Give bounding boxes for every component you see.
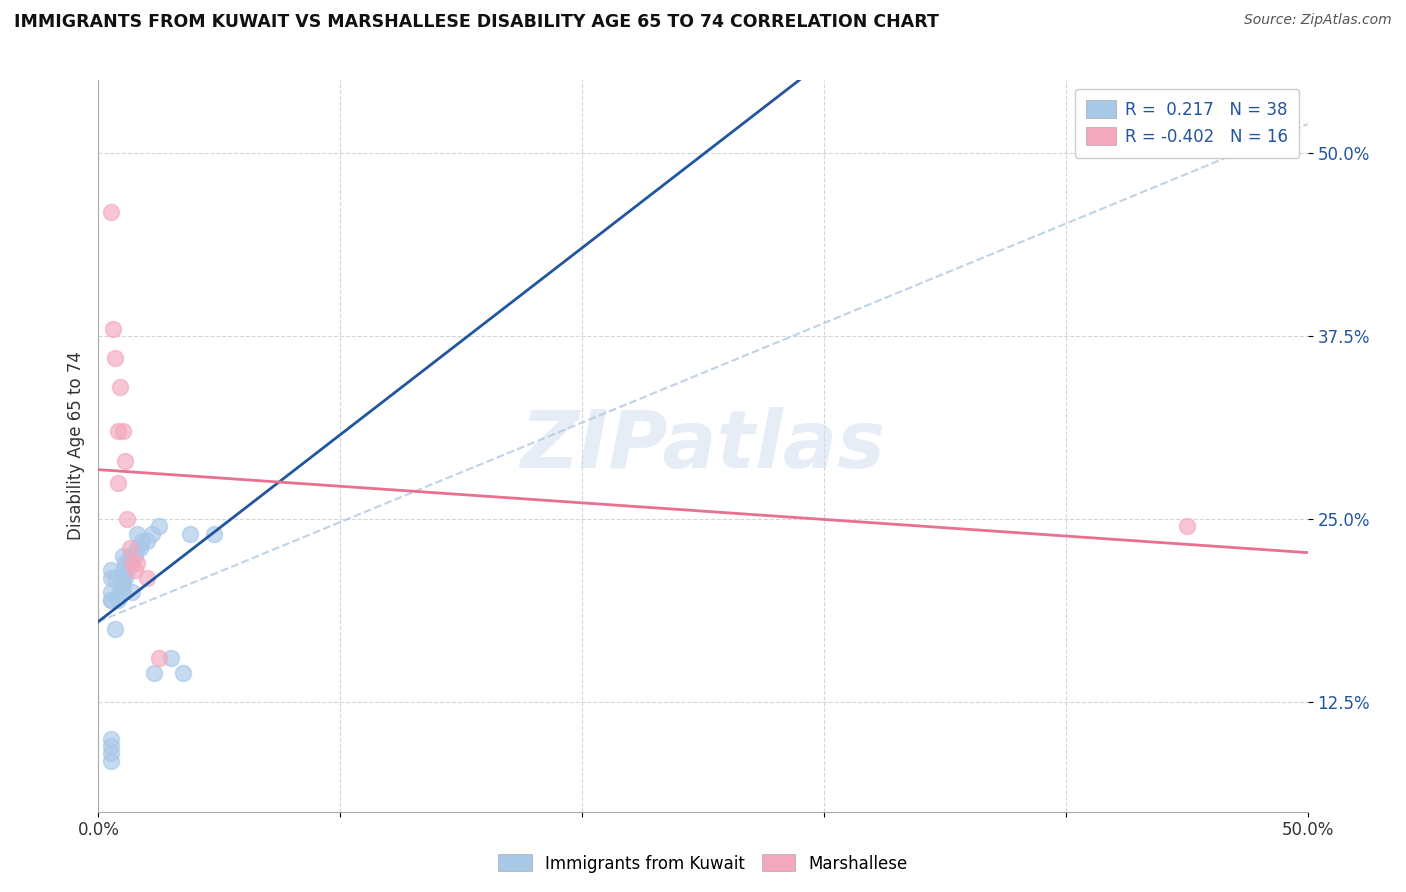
Point <box>100 739 122 753</box>
Point <box>117 512 139 526</box>
Point <box>118 541 141 556</box>
Point <box>124 563 146 577</box>
Point <box>111 425 134 439</box>
Point <box>107 425 129 439</box>
Point <box>124 549 146 563</box>
Point <box>107 475 129 490</box>
Point <box>111 563 134 577</box>
Legend: R =  0.217   N = 38, R = -0.402   N = 16: R = 0.217 N = 38, R = -0.402 N = 16 <box>1074 88 1299 158</box>
Point <box>127 541 149 556</box>
Point <box>179 526 201 541</box>
Point <box>107 592 129 607</box>
Point <box>101 322 124 336</box>
Point <box>111 571 134 585</box>
Y-axis label: Disability Age 65 to 74: Disability Age 65 to 74 <box>66 351 84 541</box>
Point <box>108 380 131 394</box>
Legend: Immigrants from Kuwait, Marshallese: Immigrants from Kuwait, Marshallese <box>492 847 914 880</box>
Point <box>104 622 127 636</box>
Point <box>104 571 127 585</box>
Point <box>114 571 136 585</box>
Point <box>172 665 194 680</box>
Text: Source: ZipAtlas.com: Source: ZipAtlas.com <box>1244 13 1392 28</box>
Point <box>108 578 131 592</box>
Point <box>160 651 183 665</box>
Point <box>121 585 143 599</box>
Point <box>100 746 122 760</box>
Point <box>111 578 134 592</box>
Point <box>204 526 226 541</box>
Point <box>118 556 141 570</box>
Point <box>135 534 157 549</box>
Point <box>104 351 127 366</box>
Point <box>148 651 170 665</box>
Point <box>114 453 136 467</box>
Text: ZIPatlas: ZIPatlas <box>520 407 886 485</box>
Point <box>143 665 166 680</box>
Point <box>100 731 122 746</box>
Point <box>135 571 157 585</box>
Point <box>118 549 141 563</box>
Point <box>121 556 143 570</box>
Point <box>141 526 163 541</box>
Point <box>148 519 170 533</box>
Point <box>117 563 139 577</box>
Text: IMMIGRANTS FROM KUWAIT VS MARSHALLESE DISABILITY AGE 65 TO 74 CORRELATION CHART: IMMIGRANTS FROM KUWAIT VS MARSHALLESE DI… <box>14 13 939 31</box>
Point <box>127 556 149 570</box>
Point <box>100 592 122 607</box>
Point <box>111 549 134 563</box>
Point <box>114 556 136 570</box>
Point <box>1175 519 1198 533</box>
Point <box>127 526 149 541</box>
Point <box>108 585 131 599</box>
Point <box>100 563 122 577</box>
Point <box>100 205 122 219</box>
Point <box>100 592 122 607</box>
Point <box>128 541 150 556</box>
Point <box>111 585 134 599</box>
Point <box>100 585 122 599</box>
Point <box>100 754 122 768</box>
Point <box>131 534 153 549</box>
Point <box>100 571 122 585</box>
